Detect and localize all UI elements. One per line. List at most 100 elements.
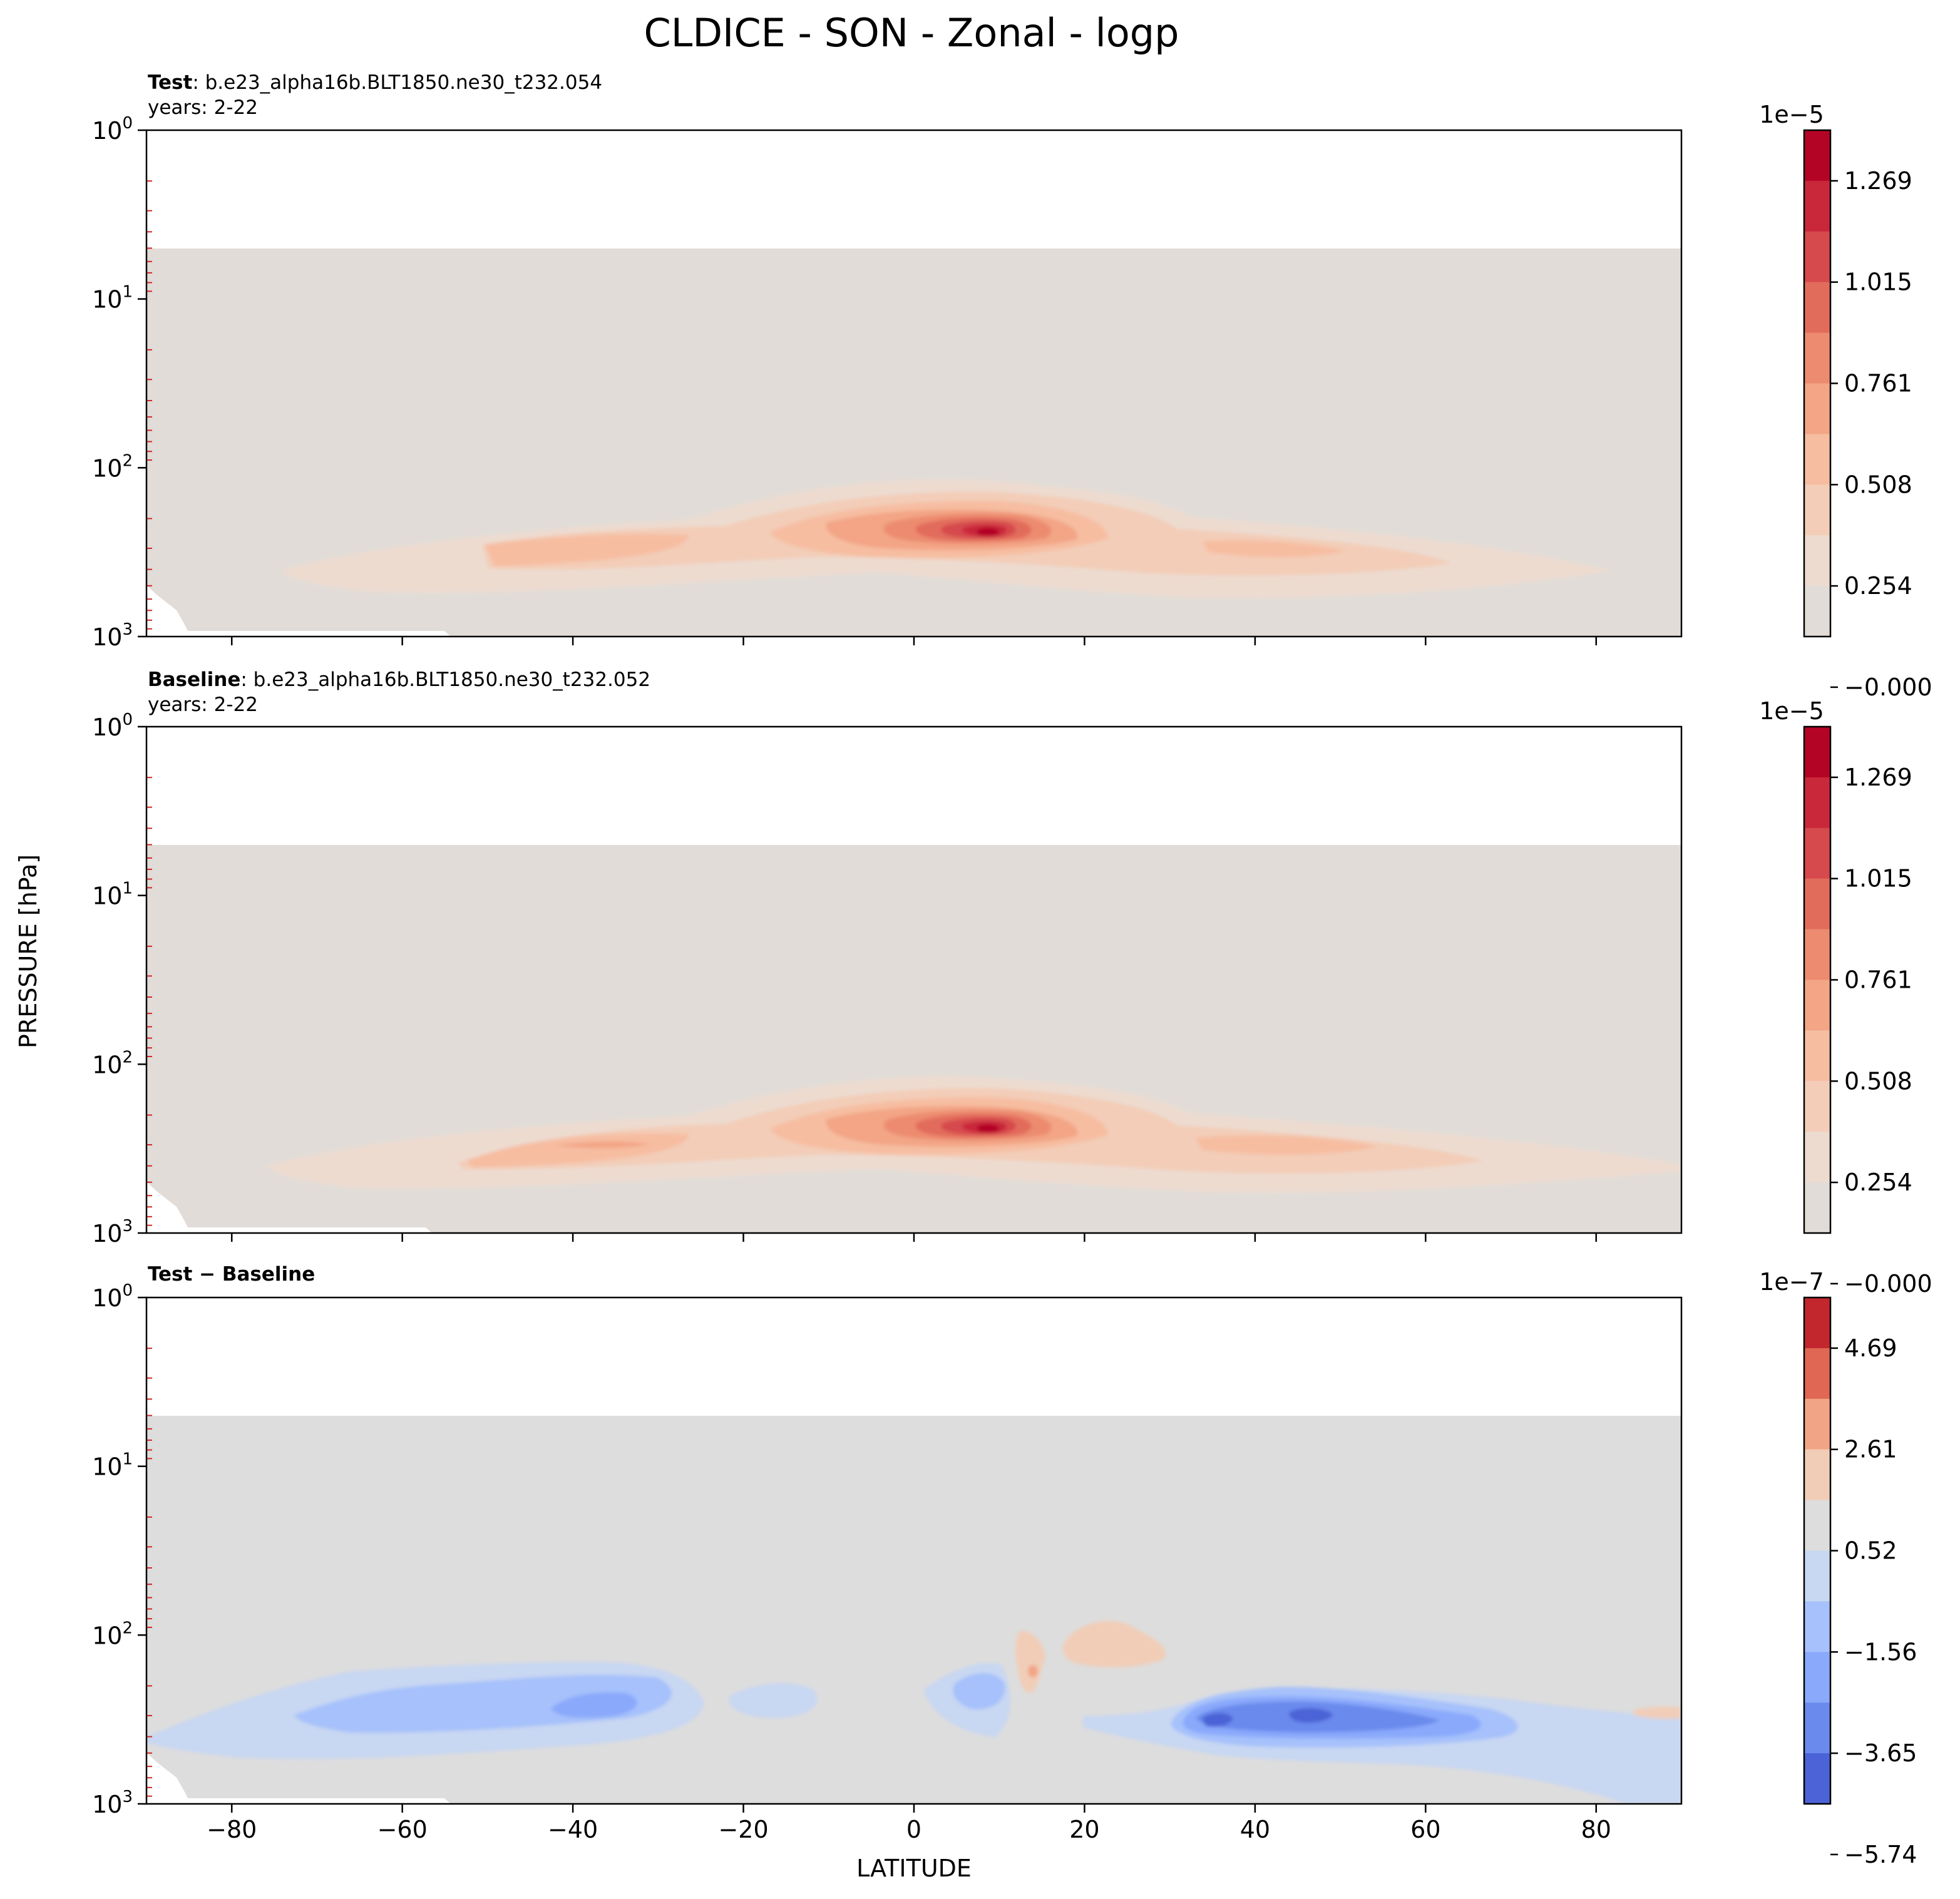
contour-level-max <box>977 1124 999 1133</box>
y-tick-base: 10 <box>92 623 122 651</box>
y-tick-label: 100 <box>92 710 133 741</box>
colorbar-swatch <box>1804 180 1830 232</box>
panel-baseline-years: years: 2-22 <box>148 694 258 716</box>
y-tick-exponent: 1 <box>122 879 133 898</box>
no-data-surface <box>146 585 451 637</box>
panel-test-label: Test: b.e23_alpha16b.BLT1850.ne30_t232.0… <box>148 71 602 94</box>
y-tick-base: 10 <box>92 1791 122 1818</box>
y-tick-base: 10 <box>92 286 122 314</box>
x-tick-label: −80 <box>207 1816 257 1843</box>
y-tick-exponent: 0 <box>122 1281 133 1300</box>
y-tick-base: 10 <box>92 1220 122 1247</box>
positive-contour-1 <box>1063 1620 1166 1667</box>
y-tick-label: 100 <box>92 114 133 145</box>
colorbar-swatch <box>1804 727 1830 778</box>
y-tick-base: 10 <box>92 883 122 910</box>
x-tick-label: 20 <box>1069 1816 1099 1843</box>
x-tick-label: 0 <box>906 1816 921 1843</box>
colorbar-tick-label: 1.269 <box>1844 167 1912 195</box>
y-tick-label: 102 <box>92 1048 133 1078</box>
colorbar-swatch <box>1804 1132 1830 1183</box>
colorbar-tick-label: 1.015 <box>1844 269 1912 296</box>
colorbar-tick-label: −3.65 <box>1844 1739 1917 1767</box>
y-tick-exponent: 1 <box>122 283 133 302</box>
colorbar-baseline-multiplier: 1e−5 <box>1759 697 1824 725</box>
negative-contour-1 <box>729 1683 818 1718</box>
y-tick-label: 101 <box>92 1450 133 1481</box>
x-tick-label: −40 <box>548 1816 598 1843</box>
colorbar-tick-label: 4.69 <box>1844 1334 1897 1362</box>
colorbar-tick-label: 0.761 <box>1844 370 1912 397</box>
y-tick-base: 10 <box>92 1622 122 1649</box>
x-tick-label: 60 <box>1410 1816 1440 1843</box>
colorbar-difference-multiplier: 1e−7 <box>1759 1268 1824 1296</box>
y-tick-label: 103 <box>92 1788 133 1818</box>
colorbar-swatch <box>1804 231 1830 283</box>
positive-contour-1 <box>1015 1630 1045 1693</box>
y-minor-ticks <box>146 1348 152 1797</box>
x-tick-label: −60 <box>377 1816 428 1843</box>
x-axis-label: LATITUDE <box>856 1855 972 1882</box>
y-tick-label: 102 <box>92 451 133 482</box>
colorbar-swatch <box>1804 484 1830 536</box>
panel-difference-label-bold: Test − Baseline <box>148 1263 315 1286</box>
colorbar-swatch <box>1804 1398 1830 1450</box>
panel-baseline: Baseline: b.e23_alpha16b.BLT1850.ne30_t2… <box>92 668 1932 1298</box>
colorbar-tick-label: 0.761 <box>1844 966 1912 994</box>
panel-baseline-label: Baseline: b.e23_alpha16b.BLT1850.ne30_t2… <box>148 668 650 691</box>
y-tick-exponent: 2 <box>122 451 133 470</box>
y-tick-label: 101 <box>92 879 133 910</box>
colorbar-swatch <box>1804 878 1830 930</box>
y-tick-exponent: 2 <box>122 1619 133 1637</box>
y-minor-ticks <box>146 180 152 630</box>
panel-test-label-bold: Test <box>148 71 193 94</box>
panel-baseline-label-bold: Baseline <box>148 668 240 691</box>
contour-level-max <box>977 528 999 536</box>
colorbar-swatch <box>1804 383 1830 434</box>
y-minor-ticks <box>146 777 152 1226</box>
colorbar-tick-label: 2.61 <box>1844 1436 1897 1463</box>
colorbar-swatch <box>1804 1081 1830 1132</box>
positive-contour-1 <box>1634 1706 1681 1719</box>
negative-contour-3 <box>551 1692 637 1718</box>
colorbar-tick-label: 0.508 <box>1844 471 1912 498</box>
colorbar-swatch <box>1804 777 1830 829</box>
y-tick-base: 10 <box>92 714 122 741</box>
y-tick-exponent: 3 <box>122 620 133 639</box>
x-tick-marks <box>230 637 1598 645</box>
colorbar-tick-label: 0.254 <box>1844 1169 1912 1196</box>
colorbar-tick-label: −0.000 <box>1844 673 1932 701</box>
y-tick-exponent: 0 <box>122 710 133 729</box>
colorbar-swatch <box>1804 332 1830 384</box>
x-tick-label: 40 <box>1240 1816 1270 1843</box>
colorbar-difference: 4.69 2.61 0.52 −1.56 −3.65 −5.74 <box>1803 1296 1917 1868</box>
panel-difference: Test − Baseline <box>92 1263 1917 1868</box>
colorbar-baseline: 1.269 1.015 0.761 0.508 0.254 −0.000 <box>1803 725 1932 1298</box>
panel-test-plot <box>146 248 1681 637</box>
x-tick-marks: −80 −60 −40 −20 0 20 40 60 80 <box>207 1804 1611 1843</box>
colorbar-swatch <box>1804 130 1830 182</box>
y-tick-exponent: 3 <box>122 1217 133 1236</box>
negative-contour-2 <box>953 1673 1005 1709</box>
y-tick-label: 102 <box>92 1619 133 1649</box>
colorbar-swatch <box>1804 1500 1830 1552</box>
colorbar-swatch <box>1804 282 1830 334</box>
colorbar-tick-label: −1.56 <box>1844 1638 1917 1666</box>
colorbar-tick-label: 0.508 <box>1844 1067 1912 1095</box>
y-tick-exponent: 1 <box>122 1450 133 1469</box>
colorbar-tick-label: 1.015 <box>1844 865 1912 893</box>
y-axis-label: PRESSURE [hPa] <box>14 854 42 1048</box>
colorbar-test-multiplier: 1e−5 <box>1759 101 1824 128</box>
colorbar-swatch <box>1804 1550 1830 1602</box>
panel-baseline-plot <box>146 845 1681 1233</box>
y-tick-base: 10 <box>92 1284 122 1312</box>
x-tick-label: 80 <box>1581 1816 1611 1843</box>
colorbar-test: 1.269 1.015 0.761 0.508 0.254 −0.000 <box>1803 129 1932 701</box>
colorbar-tick-label: −5.74 <box>1844 1841 1917 1868</box>
colorbar-tick-label: 0.52 <box>1844 1537 1897 1565</box>
colorbar-swatch <box>1804 434 1830 485</box>
y-tick-exponent: 3 <box>122 1788 133 1806</box>
colorbar-swatch <box>1804 1652 1830 1703</box>
